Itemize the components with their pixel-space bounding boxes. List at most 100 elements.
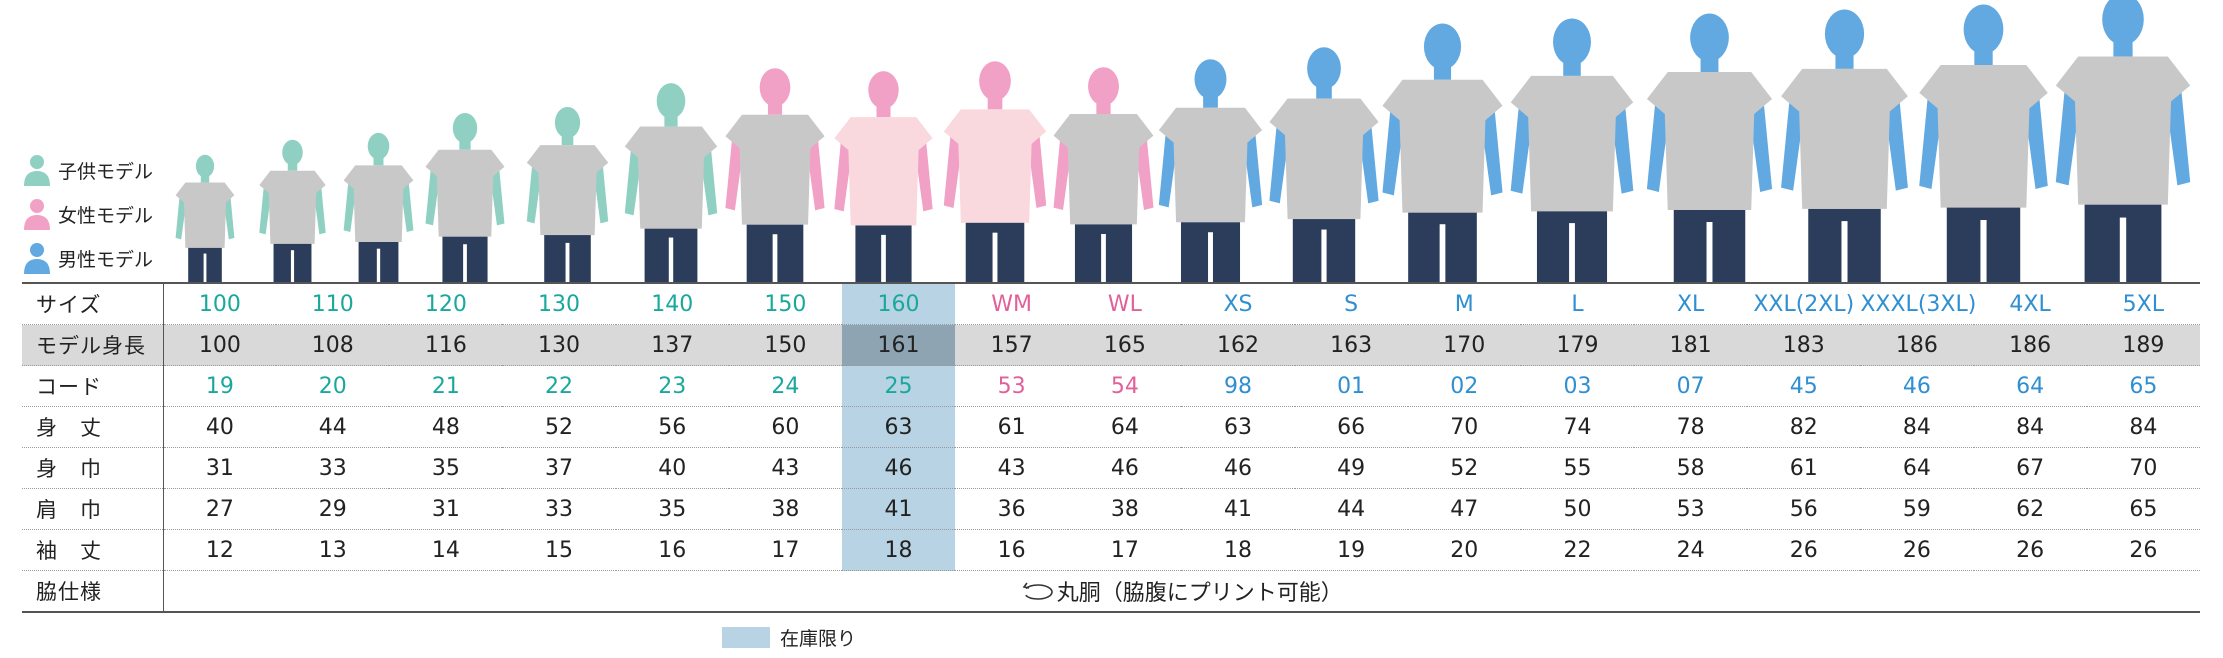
table-cell: 43 <box>955 447 1069 489</box>
table-cell: 38 <box>728 488 842 530</box>
table-cell: 78 <box>1634 406 1748 448</box>
model-figure-kid <box>418 112 512 282</box>
table-cell: 14 <box>389 529 503 571</box>
table-cell: XS <box>1181 282 1295 325</box>
table-cell: 110 <box>276 282 390 325</box>
table-cell: 02 <box>1407 365 1521 407</box>
size-chart-table: サイズ 100 110 120 130 140 150 160 WM WL XS S M L XL XXL(2… <box>22 282 2200 613</box>
table-cell: 16 <box>955 529 1069 571</box>
table-cell: 150 <box>728 324 842 366</box>
table-cell: 33 <box>276 447 390 489</box>
table-cell: 74 <box>1520 406 1635 448</box>
table-row: 袖 丈 12 13 14 15 16 17 18 16 17 18 19 20 22 24 26 26 26 26 <box>22 529 2200 571</box>
legend-label-male: 男性モデル <box>58 248 154 271</box>
table-cell: 59 <box>1860 488 1974 530</box>
table-row: 脇仕様 丸胴（脇腹にプリント可能） <box>22 570 2200 613</box>
table-cell: 41 <box>1181 488 1295 530</box>
model-figure-kid <box>337 132 420 282</box>
table-cell: 55 <box>1520 447 1635 489</box>
table-cell: WL <box>1068 282 1182 325</box>
table-cell: 52 <box>1407 447 1521 489</box>
table-cell: 22 <box>1520 529 1635 571</box>
table-cell: 130 <box>502 282 616 325</box>
model-figure-kid <box>616 82 726 282</box>
table-cell: 54 <box>1068 365 1182 407</box>
table-cell: 67 <box>1973 447 2087 489</box>
side-spec-cell: 丸胴（脇腹にプリント可能） <box>163 570 2200 613</box>
male-model-icon <box>24 243 50 274</box>
table-cell: 44 <box>276 406 390 448</box>
table-cell: 63 <box>1181 406 1295 448</box>
table-cell: 64 <box>1973 365 2087 407</box>
table-cell: 18 <box>841 529 956 571</box>
table-cell: 108 <box>276 324 390 366</box>
table-cell: 21 <box>389 365 503 407</box>
model-figure-male <box>1499 17 1645 282</box>
table-cell: 47 <box>1407 488 1521 530</box>
table-cell: 66 <box>1294 406 1408 448</box>
table-cell: 61 <box>1747 447 1861 489</box>
table-cell: 43 <box>728 447 842 489</box>
table-cell: WM <box>955 282 1069 325</box>
table-cell: 46 <box>1860 365 1974 407</box>
table-cell: 29 <box>276 488 390 530</box>
model-figure-male <box>1259 46 1389 282</box>
table-cell: 13 <box>276 529 390 571</box>
tubular-body-icon <box>1021 580 1055 608</box>
table-cell: 49 <box>1294 447 1408 489</box>
table-cell: 98 <box>1181 365 1295 407</box>
table-cell: 41 <box>841 488 956 530</box>
table-cell: 140 <box>615 282 729 325</box>
model-figure-female <box>934 60 1056 282</box>
table-cell: 50 <box>1520 488 1635 530</box>
table-cell: 64 <box>1068 406 1182 448</box>
row-label: コード <box>22 365 164 407</box>
table-cell: 45 <box>1747 365 1861 407</box>
table-cell: 82 <box>1747 406 1861 448</box>
kid-model-icon <box>24 155 50 186</box>
row-label: 袖 丈 <box>22 529 164 571</box>
table-cell: 38 <box>1068 488 1182 530</box>
table-cell: 186 <box>1860 324 1974 366</box>
table-cell: 19 <box>163 365 277 407</box>
table-row: 肩 巾 27 29 31 33 35 38 41 36 38 41 44 47 50 53 56 59 62 65 <box>22 488 2200 530</box>
table-cell: 19 <box>1294 529 1408 571</box>
table-cell: 84 <box>2086 406 2200 448</box>
table-cell: 84 <box>1973 406 2087 448</box>
table-cell: 5XL <box>2086 282 2200 325</box>
model-figures-row <box>0 0 2223 282</box>
row-label: 身 巾 <box>22 447 164 489</box>
table-cell: 100 <box>163 324 277 366</box>
table-cell: 53 <box>955 365 1069 407</box>
table-cell: 37 <box>502 447 616 489</box>
table-cell: 56 <box>615 406 729 448</box>
table-cell: L <box>1520 282 1635 325</box>
table-cell: 40 <box>163 406 277 448</box>
limited-stock-label: 在庫限り <box>780 628 857 650</box>
row-label: モデル身長 <box>22 324 164 366</box>
model-figure-male <box>1371 22 1514 282</box>
legend-label-female: 女性モデル <box>58 204 154 227</box>
table-cell: 40 <box>615 447 729 489</box>
table-cell: 25 <box>841 365 956 407</box>
table-cell: 189 <box>2086 324 2200 366</box>
model-figure-kid <box>519 106 616 282</box>
table-cell: 22 <box>502 365 616 407</box>
table-cell: 46 <box>841 447 956 489</box>
model-figure-female <box>716 67 834 282</box>
table-cell: 17 <box>728 529 842 571</box>
table-cell: 26 <box>1860 529 1974 571</box>
table-row: 身 巾 31 33 35 37 40 43 46 43 46 46 49 52 55 58 61 64 67 70 <box>22 447 2200 489</box>
table-cell: 160 <box>841 282 956 325</box>
table-cell: 35 <box>615 488 729 530</box>
legend-item-female: 女性モデル <box>22 192 153 236</box>
table-cell: 12 <box>163 529 277 571</box>
table-cell: 157 <box>955 324 1069 366</box>
table-cell: 130 <box>502 324 616 366</box>
female-model-icon <box>24 199 50 230</box>
model-figure-kid <box>253 139 332 282</box>
table-cell: 186 <box>1973 324 2087 366</box>
table-cell: 26 <box>1973 529 2087 571</box>
table-cell: 4XL <box>1973 282 2087 325</box>
table-row: 身 丈 40 44 48 52 56 60 63 61 64 63 66 70 74 78 82 84 84 84 <box>22 406 2200 448</box>
